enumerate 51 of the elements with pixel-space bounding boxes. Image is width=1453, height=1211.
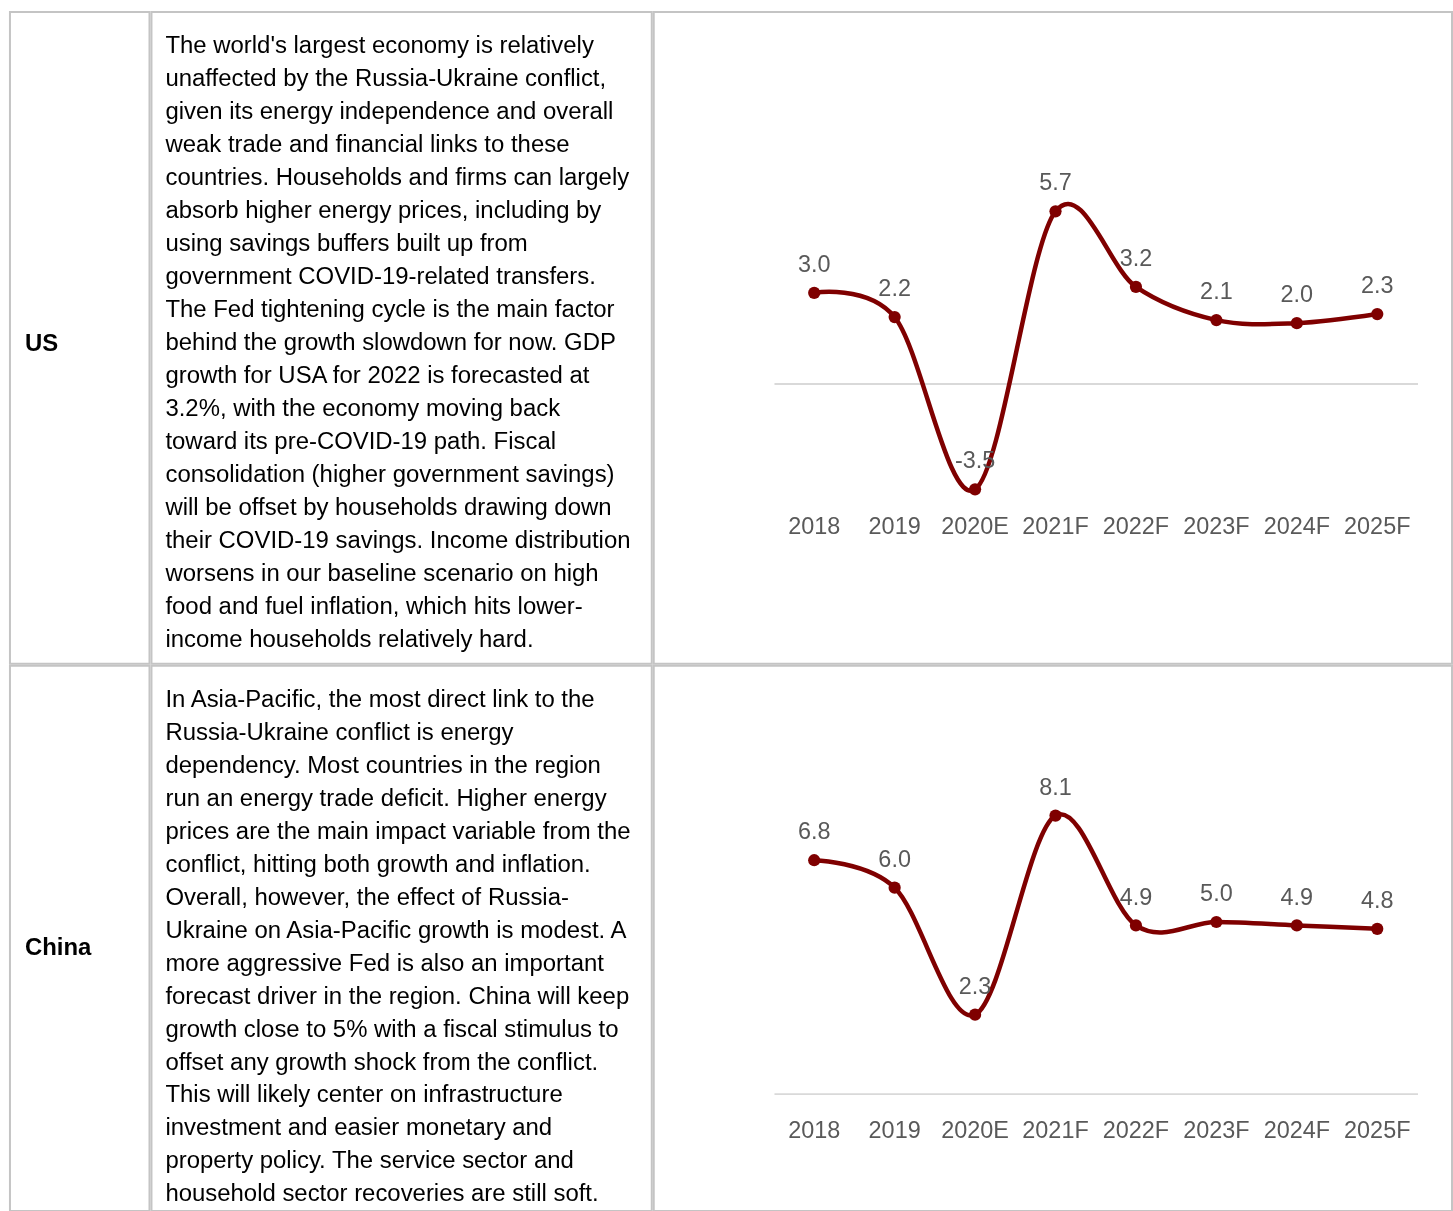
data-label: 5.7 [1039,169,1072,196]
text: China [24,933,93,961]
text: The world's largest economy is relatively unaffected by the Russia-Ukraine conflict, given its energy independence and overall weak trade and financial links to these countries. Households and firms can largely absorb higher energy prices, including by using savings buffers built up from government COVID-19-related transfers. The Fed tightening cycle is the main factor behind the growth slowdown for now. GDP growth for USA for 2022 is forecasted at 3.2%, with the economy moving back toward its pre-COVID-19 path. Fiscal consolidation (higher government savings) will be offset by households drawing down their COVID-19 savings. Income distribution worsens in our baseline scenario on high food and fuel inflation, which hits lower-income households relatively hard. [165,30,631,652]
x-tick-label: 2023F [1183,1116,1250,1143]
data-label: 6.8 [797,818,831,845]
data-label: 2.2 [878,275,911,302]
point [968,483,982,496]
point [1290,317,1303,330]
x-tick-label: 2021F [1022,1116,1089,1143]
data-label: 4.9 [1119,883,1153,910]
data-label: 2.3 [1360,272,1394,299]
data-label: 2.3 [958,972,992,999]
point [1210,915,1223,929]
x-tick-label: 2022F [1102,1116,1170,1143]
x-tick-label: 2020E [941,512,1009,539]
point [888,881,901,894]
x-tick-label: 2022F [1102,512,1170,539]
x-tick-label: 2019 [868,512,921,539]
x-tick-label: 2023F [1183,512,1250,539]
x-tick-label: 2024F [1263,512,1331,539]
data-label: 4.9 [1280,883,1314,910]
point [1371,307,1384,321]
point [808,854,821,867]
x-tick-label: 2024F [1263,1116,1331,1143]
point [1290,919,1303,932]
point [1049,809,1062,822]
data-label: 8.1 [1039,773,1072,800]
point [888,311,901,324]
x-tick-label: 2025F [1344,1116,1411,1143]
point [808,286,821,299]
x-tick-label: 2018 [788,512,841,539]
point [1129,280,1143,293]
data-label: 2.1 [1200,278,1233,305]
point [1210,314,1223,327]
point [1129,919,1143,932]
data-label: 2.0 [1280,281,1314,308]
data-label: 4.8 [1360,886,1394,913]
x-tick-label: 2019 [868,1116,921,1143]
x-tick-label: 2018 [788,1116,841,1143]
x-tick-label: 2025F [1344,512,1411,539]
x-tick-label: 2021F [1022,512,1089,539]
data-label: 3.0 [797,250,831,277]
point [1371,922,1384,935]
x-tick-label: 2020E [941,1116,1009,1143]
text: US [24,328,59,356]
data-label: 3.2 [1119,244,1153,271]
data-label: 6.0 [878,845,911,872]
point [1049,205,1062,218]
point [968,1008,982,1021]
data-label: 5.0 [1200,880,1233,907]
text: In Asia-Pacific, the most direct link to the Russia-Ukraine conflict is energy dependency. Most countries in the region run an energy trade deficit. Higher energy prices are the main impact variable from the conflict, hitting both growth and inflation. Overall, however, the effect of Russia-Ukraine on Asia-Pacific growth is modest. A more aggressive Fed is also an important forecast driver in the region. China will keep growth close to 5% with a fiscal stimulus to offset any growth shock from the conflict. This will likely center on infrastructure investment and easier monetary and property policy. The service sector and household sector recoveries are still soft. [165,684,631,1207]
